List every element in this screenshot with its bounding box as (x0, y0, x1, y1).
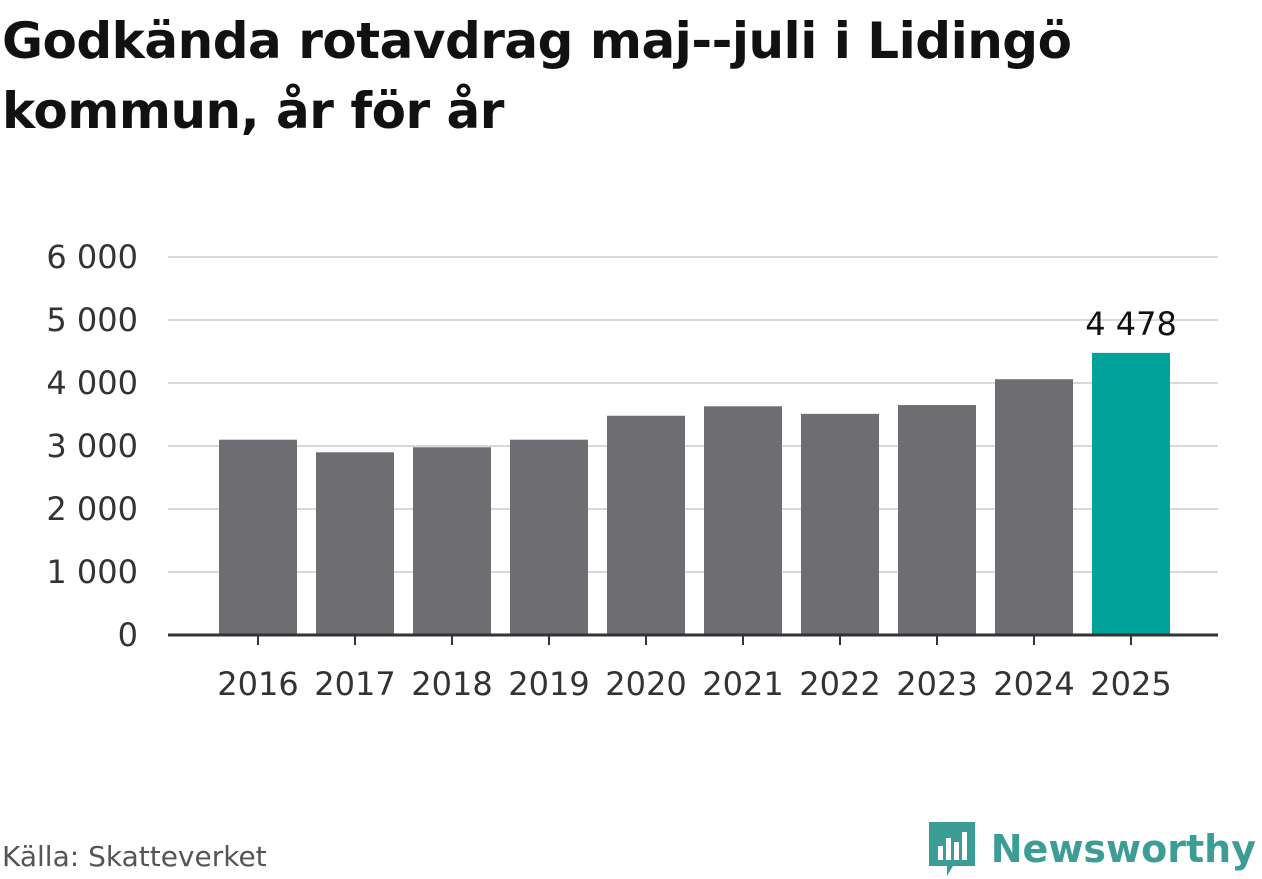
bar-2016 (219, 439, 297, 635)
bar-2022 (801, 413, 879, 635)
bar-2019 (510, 439, 588, 635)
bar-2017 (316, 452, 394, 635)
x-tick-label: 2023 (896, 665, 977, 703)
y-tick-label: 3 000 (46, 427, 138, 465)
bar-2018 (413, 447, 491, 635)
bar-2025 (1092, 352, 1170, 635)
brand-logo: Newsworthy (927, 820, 1256, 878)
x-tick-label: 2025 (1090, 665, 1171, 703)
chart-title: Godkända rotavdrag maj--juli i Lidingö k… (2, 12, 1072, 140)
x-tick-label: 2022 (799, 665, 880, 703)
x-tick-label: 2021 (702, 665, 783, 703)
source-note: Källa: Skatteverket (2, 840, 267, 873)
bar-2020 (607, 415, 685, 635)
y-axis-ticks: 0 1 000 2 000 3 000 4 000 5 000 6 000 (46, 238, 138, 654)
y-tick-label: 0 (118, 616, 138, 654)
y-tick-label: 4 000 (46, 364, 138, 402)
x-tick-label: 2016 (217, 665, 298, 703)
y-tick-label: 1 000 (46, 553, 138, 591)
x-tick-label: 2018 (411, 665, 492, 703)
x-tick-label: 2024 (993, 665, 1074, 703)
brand-name: Newsworthy (990, 827, 1256, 871)
y-tick-label: 5 000 (46, 301, 138, 339)
bar-2023 (898, 405, 976, 635)
y-tick-label: 6 000 (46, 238, 138, 276)
bar-2021 (704, 406, 782, 635)
x-axis-ticks: 2016 2017 2018 2019 2020 2021 2022 2023 2024 2025 (217, 635, 1172, 703)
x-tick-label: 2020 (605, 665, 686, 703)
bar-2024 (995, 379, 1073, 635)
x-tick-label: 2017 (314, 665, 395, 703)
bars (219, 352, 1170, 635)
data-label: 4 478 (1085, 305, 1177, 343)
bar-chart-speech-bubble-icon (928, 822, 975, 876)
x-tick-label: 2019 (508, 665, 589, 703)
data-labels: 4 478 (1085, 305, 1177, 343)
y-tick-label: 2 000 (46, 490, 138, 528)
